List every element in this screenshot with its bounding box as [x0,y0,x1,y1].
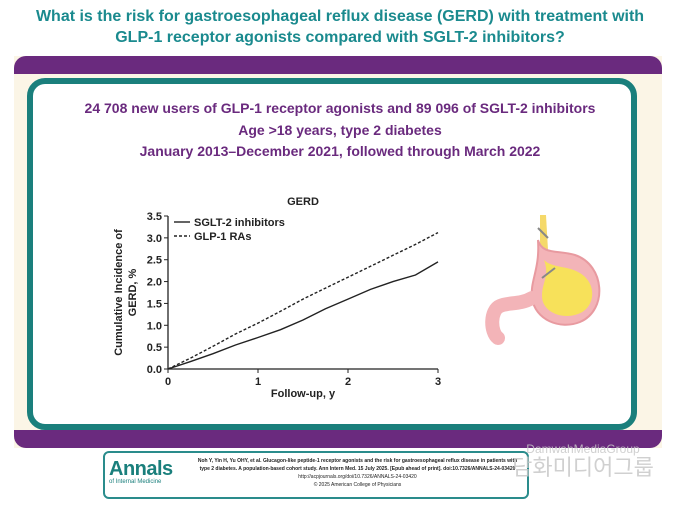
chart-title: GERD [287,196,319,208]
y-tick-label: 3.0 [147,233,162,245]
y-tick-label: 1.0 [147,320,162,332]
watermark: DamwahMediaGroup 담화미디어그룹 [498,442,668,480]
title-line-2: GLP-1 receptor agonists compared with SG… [115,29,565,46]
citation: Noh Y, Yin H, Yu OHY, et al. Glucagon-li… [197,458,518,472]
title-line-1: What is the risk for gastroesophageal re… [35,8,645,25]
y-tick-label: 1.5 [147,298,162,310]
series-line-glp1 [167,231,439,370]
watermark-en: DamwahMediaGroup [526,442,640,456]
page-title: What is the risk for gastroesophageal re… [0,6,680,48]
x-tick-label: 3 [435,376,441,388]
y-tick-label: 2.5 [147,255,162,267]
stomach-contents [542,260,593,316]
band-bottom-stripe [14,430,662,448]
y-tick-label: 3.5 [147,211,162,223]
citation-url: http://acpjournals.org/doi/10.7326/ANNAL… [298,474,417,480]
y-axis-label: Cumulative Incidence of [113,229,125,356]
y-tick-label: 2.0 [147,277,162,289]
legend-entry: GLP-1 RAs [194,231,251,243]
watermark-ko: 담화미디어그룹 [512,455,654,480]
duodenum [485,291,539,345]
y-tick-label: 0.5 [147,342,162,354]
citation-footer: Annals of Internal Medicine Noh Y, Yin H… [103,451,529,499]
legend-entry: SGLT-2 inhibitors [194,217,285,229]
arrow-icon [541,267,556,279]
x-tick-label: 0 [165,376,171,388]
y-tick-label: 0.0 [147,364,162,376]
band-top-stripe [14,56,662,74]
x-tick-label: 2 [345,376,351,388]
subtitle-line-3: January 2013–December 2021, followed thr… [139,143,541,159]
stomach-illustration [485,215,601,345]
x-axis-label: Follow-up, y [271,388,336,400]
reflux-flame [540,215,548,250]
series-line-sglt2 [167,261,439,370]
annals-logo: Annals of Internal Medicine [109,459,173,486]
arrow-icon [537,227,549,239]
subtitle-line-2: Age >18 years, type 2 diabetes [238,122,442,138]
y-axis-label: GERD, % [127,268,139,316]
x-tick-label: 1 [255,376,261,388]
copyright: © 2025 American College of Physicians [313,482,402,488]
logo-sub: of Internal Medicine [109,479,162,485]
logo-main: Annals [109,458,173,480]
content-card [27,78,637,430]
citation-text: Noh Y, Yin H, Yu OHY, et al. Glucagon-li… [195,457,520,489]
subtitle-line-1: 24 708 new users of GLP-1 receptor agoni… [84,100,596,116]
